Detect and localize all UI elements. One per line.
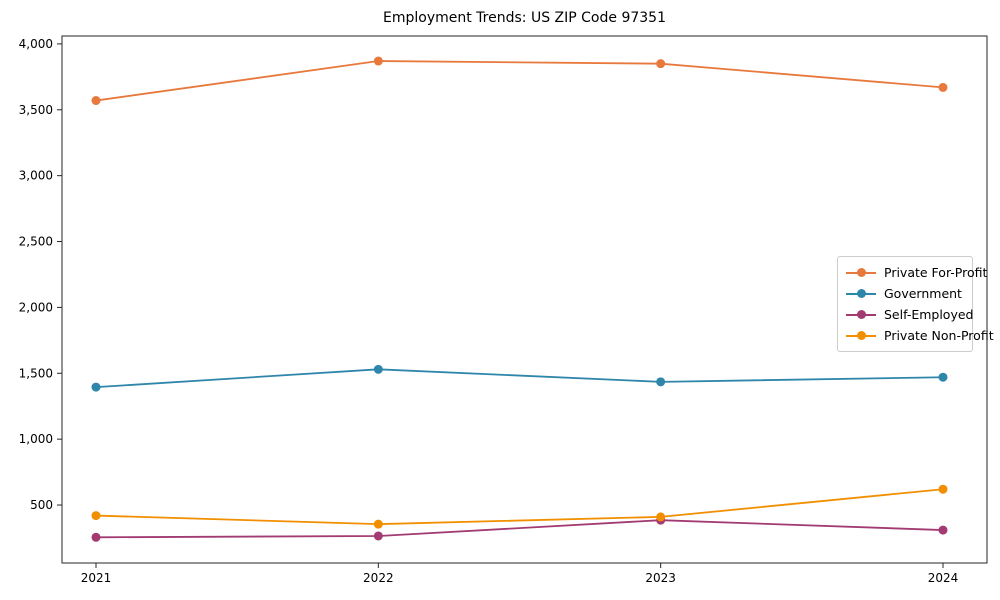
series-marker-private-non-profit (373, 519, 383, 529)
y-tick-label: 4,000 (19, 37, 53, 51)
legend-item-private-for-profit: Private For-Profit (846, 265, 987, 280)
series-line-government (95, 368, 944, 389)
legend-marker-dot (856, 289, 866, 298)
legend-label: Private Non-Profit (884, 328, 994, 343)
x-tick-label: 2022 (363, 571, 394, 585)
series-marker-government (656, 377, 666, 387)
series-marker-self-employed (938, 525, 948, 535)
legend-label: Self-Employed (884, 307, 974, 322)
legend-marker-dot (856, 268, 866, 277)
series-marker-private-non-profit (938, 484, 948, 494)
series-marker-government (373, 364, 383, 374)
series-marker-self-employed (373, 531, 383, 541)
legend-marker-dot (856, 310, 866, 319)
y-tick-label: 3,000 (19, 169, 53, 183)
series-line-self-employed (95, 519, 944, 539)
legend-line-marker-icon (846, 288, 876, 299)
y-tick-label: 2,500 (19, 235, 53, 249)
series-marker-private-for-profit (91, 96, 101, 106)
legend-line-marker-icon (846, 267, 876, 278)
series-marker-self-employed (91, 532, 101, 542)
y-tick-label: 2,000 (19, 300, 53, 314)
legend-label: Government (884, 286, 962, 301)
series-line-private-for-profit (95, 60, 944, 102)
y-tick-label: 500 (30, 498, 53, 512)
legend-line-marker-icon (846, 330, 876, 341)
y-tick-label: 3,500 (19, 103, 53, 117)
legend-item-self-employed: Self-Employed (846, 307, 973, 322)
legend-item-government: Government (846, 286, 964, 301)
series-marker-government (91, 382, 101, 392)
x-tick-label: 2024 (928, 571, 959, 585)
series-marker-government (938, 372, 948, 382)
legend-marker-dot (856, 331, 866, 340)
chart-title: Employment Trends: US ZIP Code 97351 (383, 10, 666, 26)
series-marker-private-non-profit (656, 512, 666, 522)
series-marker-private-non-profit (91, 511, 101, 521)
y-tick-label: 1,000 (19, 432, 53, 446)
x-tick-label: 2023 (645, 571, 676, 585)
legend-label: Private For-Profit (884, 265, 988, 280)
series-line-private-non-profit (95, 488, 944, 526)
series-marker-private-for-profit (938, 82, 948, 92)
plot-frame (61, 35, 988, 564)
legend-line-marker-icon (846, 309, 876, 320)
legend-item-private-non-profit: Private Non-Profit (846, 328, 994, 343)
x-tick-label: 2021 (81, 571, 112, 585)
legend: Private For-Profit Government Self-Employe… (837, 256, 994, 352)
series-marker-private-for-profit (373, 56, 383, 66)
y-tick-label: 1,500 (19, 366, 53, 380)
series-marker-private-for-profit (656, 59, 666, 69)
